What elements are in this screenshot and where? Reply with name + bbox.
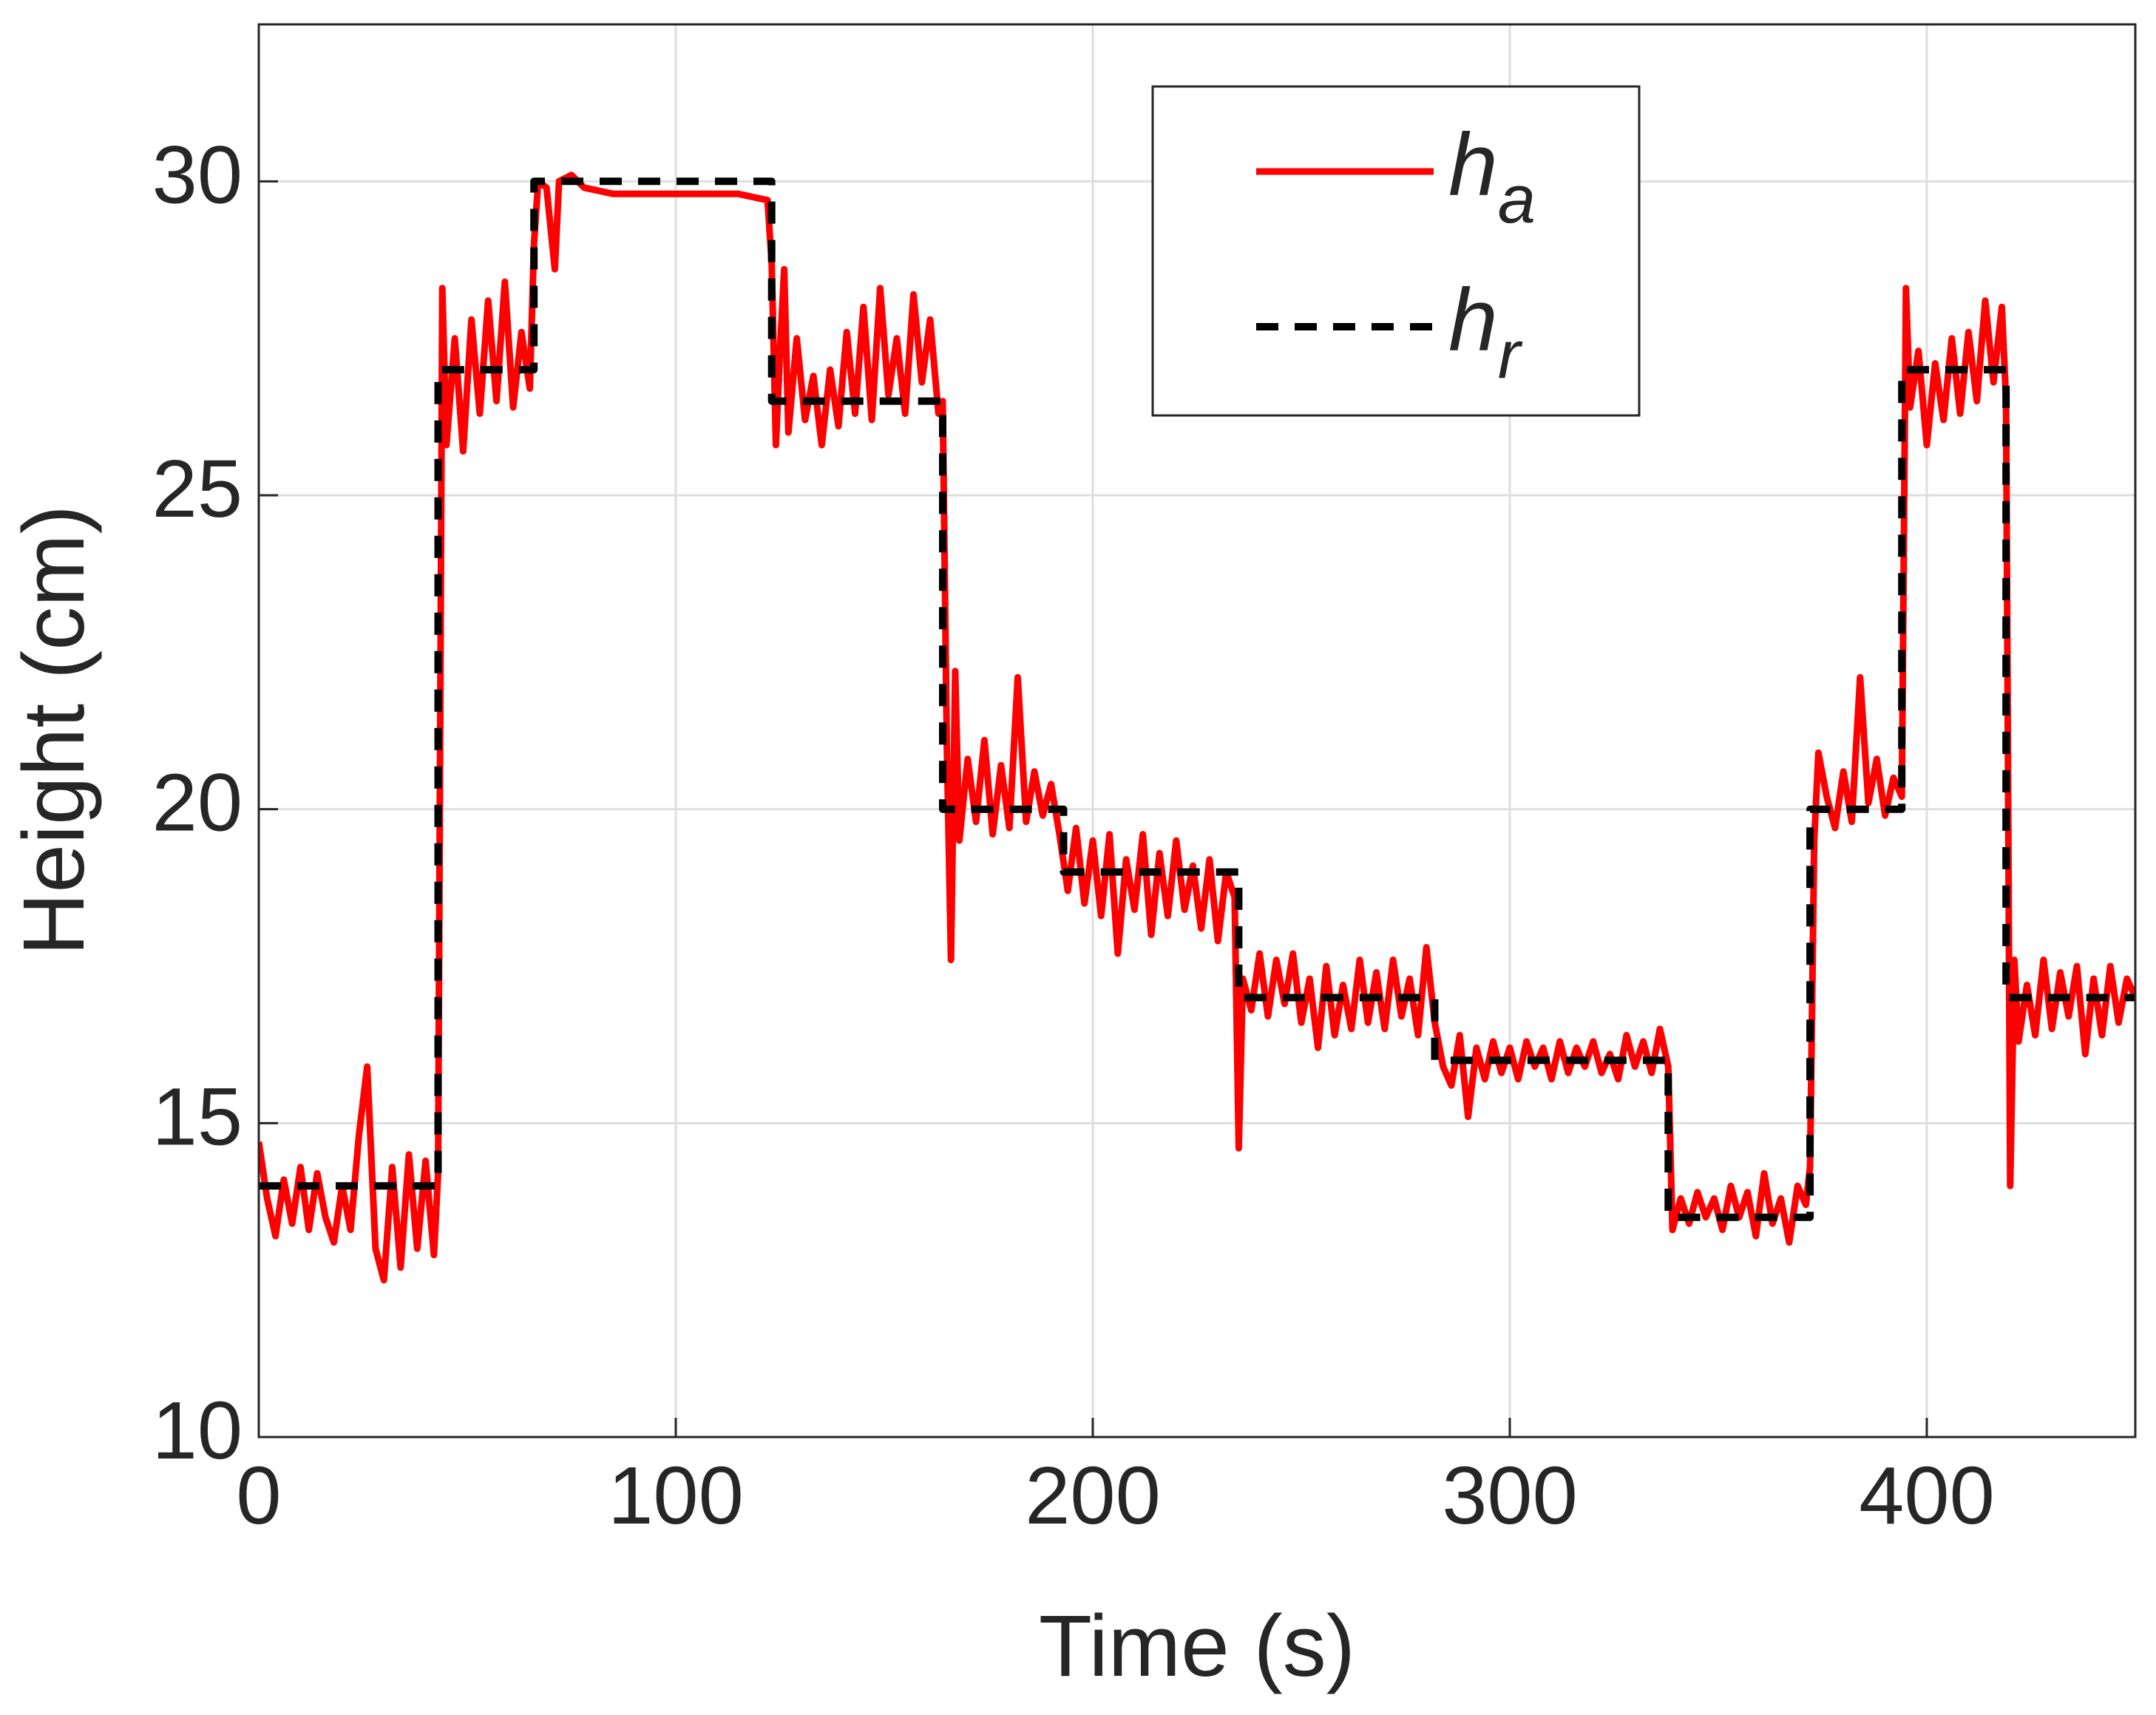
y-axis-label: Height (cm) — [5, 505, 103, 956]
legend-box — [1151, 85, 1641, 417]
y-tick-label: 25 — [152, 444, 243, 534]
y-tick-label: 30 — [152, 129, 243, 220]
y-tick-label: 15 — [152, 1071, 243, 1162]
x-tick-label: 200 — [1025, 1450, 1161, 1541]
y-tick-label: 20 — [152, 758, 243, 849]
y-tick-label: 10 — [152, 1385, 243, 1476]
plot-frame — [257, 23, 2137, 1439]
legend-label: ha — [1448, 115, 1536, 238]
series-line — [259, 177, 2135, 1221]
x-tick-label: 100 — [608, 1450, 744, 1541]
x-tick-label: 300 — [1442, 1450, 1578, 1541]
x-tick-label: 0 — [236, 1450, 281, 1541]
legend-label: hr — [1448, 271, 1523, 393]
series-line — [259, 172, 2135, 1284]
x-axis-label: Time (s) — [1039, 1597, 1355, 1695]
x-tick-label: 400 — [1859, 1450, 1995, 1541]
